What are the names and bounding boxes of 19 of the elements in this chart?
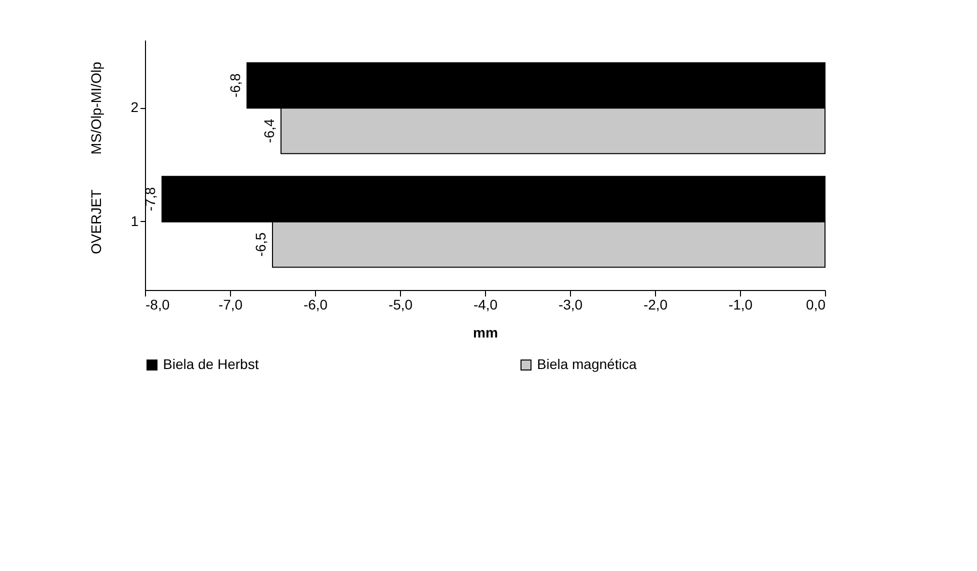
data-label: -6,8: [227, 73, 243, 98]
x-axis-title: mm: [473, 324, 498, 340]
legend-label: Biela magnética: [537, 356, 637, 372]
text: OVERJET: [88, 189, 104, 254]
x-tick-label: -2,0: [643, 296, 668, 312]
x-tick-label: -6,0: [303, 296, 328, 312]
data-label: -6,5: [252, 232, 268, 257]
y-tick-label: 1: [130, 212, 139, 229]
data-label: -6,4: [261, 118, 277, 143]
x-tick-label: -1,0: [728, 296, 753, 312]
text: MS/Olp-MI/Olp: [88, 62, 104, 154]
x-tick-label: -7,0: [218, 296, 243, 312]
x-tick-label: 0,0: [806, 296, 826, 312]
x-tick-label: -3,0: [558, 296, 583, 312]
legend-label: Biela de Herbst: [163, 356, 259, 372]
x-tick-label: -8,0: [146, 296, 170, 312]
y-tick-label: 2: [130, 99, 139, 116]
x-tick-label: -4,0: [473, 296, 498, 312]
x-tick-label: -5,0: [388, 296, 413, 312]
